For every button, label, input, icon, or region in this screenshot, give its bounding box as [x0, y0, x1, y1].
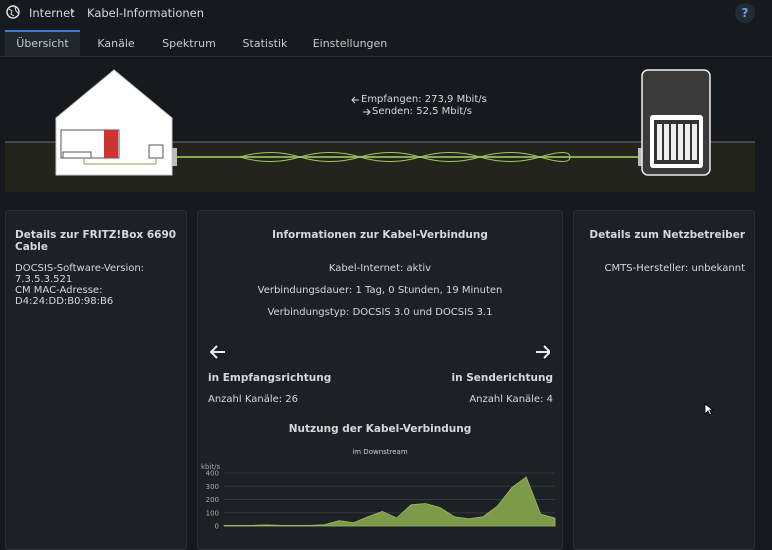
middle-panel: Informationen zur Kabel-Verbindung Kabel…	[197, 210, 563, 550]
info-line: DOCSIS-Software-Version: 7.3.5.3.521	[15, 263, 145, 285]
panel-title: Details zum Netzbetreiber	[589, 229, 745, 241]
tab[interactable]: Kanäle	[97, 37, 135, 50]
breadcrumb-separator: ›	[70, 4, 75, 18]
y-tick-label: 0	[215, 523, 219, 531]
tab[interactable]: Spektrum	[162, 37, 216, 50]
y-unit: kbit/s	[201, 463, 221, 471]
right-panel: Details zum Netzbetreiber CMTS-Herstelle…	[573, 210, 755, 550]
globe-icon	[6, 5, 20, 19]
send-rate: Senden: 52,5 Mbit/s	[372, 106, 472, 117]
info-line: CM MAC-Adresse: D4:24:DD:B0:98:B6	[15, 285, 114, 307]
receive-rate: Empfangen: 273,9 Mbit/s	[361, 94, 487, 105]
mouse-cursor	[704, 403, 714, 416]
direction-arrows	[210, 345, 550, 359]
y-tick-label: 100	[206, 509, 219, 517]
direction-title: in Empfangsrichtung	[208, 372, 332, 384]
info-line: Verbindungstyp: DOCSIS 3.0 und DOCSIS 3.…	[267, 307, 493, 318]
breadcrumb-item: Kabel-Informationen	[87, 6, 205, 20]
y-tick-label: 400	[206, 470, 219, 478]
usage-area	[223, 476, 556, 527]
info-line: Kabel-Internet: aktiv	[328, 263, 432, 274]
panel-title: Details zur FRITZ!Box 6690 Cable	[15, 229, 177, 253]
info-line: CMTS-Hersteller: unbekannt	[604, 263, 745, 274]
info-line: Verbindungsdauer: 1 Tag, 0 Stunden, 19 M…	[257, 285, 503, 296]
y-tick-label: 200	[206, 496, 219, 504]
left-panel: Details zur FRITZ!Box 6690 Cable DOCSIS-…	[5, 210, 187, 550]
tab-divider	[0, 56, 772, 57]
help-button[interactable]: ?	[735, 3, 755, 23]
breadcrumb-item[interactable]: Internet	[29, 6, 75, 20]
channel-count: Anzahl Kanäle: 26	[208, 394, 299, 405]
direction-title: in Senderichtung	[451, 372, 554, 384]
tab[interactable]: Übersicht	[5, 30, 80, 56]
usage-chart: im Downstream kbit/s 0 100 200 300 400	[201, 448, 556, 531]
panel-title: Informationen zur Kabel-Verbindung	[272, 229, 488, 241]
chart-title: Nutzung der Kabel-Verbindung	[288, 423, 472, 435]
tab[interactable]: Einstellungen	[312, 37, 388, 50]
channel-count: Anzahl Kanäle: 4	[469, 394, 553, 405]
y-tick-label: 300	[206, 483, 219, 491]
chart-subtitle: im Downstream	[352, 448, 408, 456]
connection-diagram	[5, 69, 755, 192]
page: Internet › Kabel-Informationen ? Übersic…	[0, 3, 772, 550]
tab[interactable]: Statistik	[242, 37, 288, 50]
